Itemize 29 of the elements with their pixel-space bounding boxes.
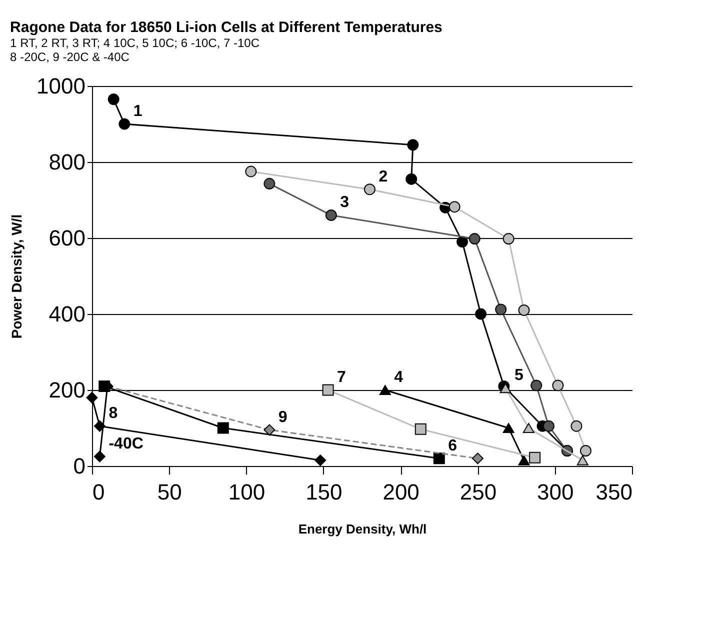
x-axis-title: Energy Density, Wh/l (298, 522, 427, 536)
annotation: 5 (514, 367, 524, 384)
chart-title: Ragone Data for 18650 Li-ion Cells at Different Temperatures (10, 19, 442, 36)
annotation: 2 (378, 168, 388, 186)
text: 8 -20C, 9 -20C & -40C (10, 50, 130, 64)
annotation: 7 (337, 369, 346, 386)
annotation: 1 (133, 103, 142, 120)
y-tick-label: 200 (48, 378, 86, 402)
x-tick-label: 250 (460, 480, 497, 504)
x-tick-label: 50 (157, 480, 182, 504)
annotation: 4 (394, 369, 404, 386)
x-tick-label: 0 (92, 480, 105, 504)
annotation: 8 (108, 405, 118, 422)
annotation: 3 (340, 194, 350, 212)
x-tick-label: 350 (596, 480, 632, 504)
annotation: 6 (448, 437, 458, 454)
x-tick-label: 200 (382, 480, 420, 504)
x-tick-label: 100 (228, 480, 266, 504)
y-tick-label: 1000 (36, 74, 86, 98)
annotation: 9 (278, 408, 288, 426)
text: 1 RT, 2 RT, 3 RT; 4 10C, 5 10C; 6 -10C, 7 -10C (10, 36, 260, 50)
y-axis-title: Power Density, W/l (8, 214, 25, 339)
y-tick-label: 600 (48, 226, 86, 250)
annotation: -40C (108, 436, 144, 452)
y-tick-label: 400 (48, 302, 86, 326)
y-tick-label: 800 (48, 150, 86, 174)
x-tick-label: 150 (306, 480, 342, 504)
x-tick-label: 300 (537, 480, 574, 504)
y-tick-label: 0 (73, 454, 86, 478)
